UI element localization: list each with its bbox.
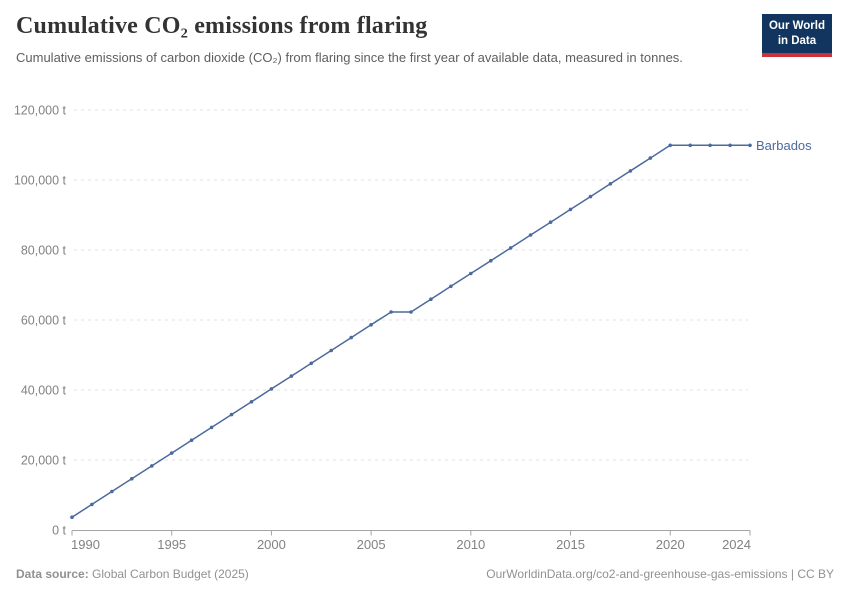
x-tick-label: 2005 bbox=[357, 537, 386, 552]
x-tick-label: 2000 bbox=[257, 537, 286, 552]
data-point[interactable] bbox=[588, 194, 593, 199]
data-source-text: Global Carbon Budget (2025) bbox=[88, 567, 249, 581]
data-point[interactable] bbox=[189, 438, 194, 443]
y-tick-label: 60,000 t bbox=[21, 314, 67, 328]
data-point[interactable] bbox=[409, 310, 413, 314]
attribution-link[interactable]: OurWorldinData.org/co2-and-greenhouse-ga… bbox=[486, 567, 834, 581]
data-line[interactable] bbox=[71, 144, 750, 518]
data-point[interactable] bbox=[90, 502, 94, 507]
data-point[interactable] bbox=[748, 143, 752, 148]
data-source: Data source: Global Carbon Budget (2025) bbox=[16, 567, 249, 581]
chart-subtitle: Cumulative emissions of carbon dioxide (… bbox=[16, 50, 683, 65]
y-tick-label: 100,000 t bbox=[14, 174, 67, 188]
data-point[interactable] bbox=[229, 412, 234, 417]
data-point[interactable] bbox=[130, 476, 134, 481]
data-source-label: Data source: bbox=[16, 567, 89, 581]
data-point[interactable] bbox=[608, 182, 613, 186]
data-point[interactable] bbox=[389, 310, 393, 314]
owid-logo[interactable]: Our World in Data bbox=[761, 14, 832, 57]
x-tick-label: 1990 bbox=[71, 537, 100, 552]
data-point[interactable] bbox=[548, 220, 553, 224]
data-point[interactable] bbox=[169, 451, 174, 455]
chart-title: Cumulative CO₂ emissions from flaring bbox=[16, 13, 428, 39]
data-point[interactable] bbox=[110, 489, 114, 494]
owid-logo-line2: in Data bbox=[777, 34, 817, 47]
data-point[interactable] bbox=[528, 233, 533, 237]
data-point[interactable] bbox=[628, 169, 633, 173]
x-tick-label: 1995 bbox=[157, 537, 186, 552]
data-point[interactable] bbox=[648, 156, 653, 160]
y-tick-label: 0 t bbox=[52, 524, 66, 538]
x-tick-label: 2015 bbox=[556, 537, 585, 552]
data-point[interactable] bbox=[429, 297, 433, 301]
data-point[interactable] bbox=[249, 400, 254, 404]
data-point[interactable] bbox=[70, 515, 74, 519]
data-point[interactable] bbox=[508, 246, 513, 250]
owid-logo-line1: Our World bbox=[768, 20, 825, 32]
data-point[interactable] bbox=[568, 207, 573, 212]
data-point[interactable] bbox=[309, 361, 314, 366]
x-tick-label: 2020 bbox=[656, 537, 685, 552]
data-point[interactable] bbox=[489, 258, 493, 263]
line-chart[interactable]: 0 t 20,000 t 40,000 t 60,000 t 80,000 t 100,0… bbox=[0, 98, 850, 560]
data-point[interactable] bbox=[668, 143, 672, 148]
data-point[interactable] bbox=[329, 348, 334, 353]
data-point[interactable] bbox=[688, 143, 692, 148]
data-point[interactable] bbox=[209, 425, 214, 430]
data-point[interactable] bbox=[349, 335, 354, 340]
x-tick-label: 2024 bbox=[722, 537, 751, 552]
series-end-label[interactable]: Barbados bbox=[756, 138, 812, 153]
data-point[interactable] bbox=[150, 464, 154, 468]
chart-footer: Data source: Global Carbon Budget (2025)… bbox=[16, 567, 834, 581]
data-point[interactable] bbox=[728, 143, 732, 148]
data-point[interactable] bbox=[708, 143, 712, 148]
y-tick-label: 20,000 t bbox=[21, 454, 67, 468]
y-tick-label: 120,000 t bbox=[14, 104, 67, 118]
data-point[interactable] bbox=[469, 271, 473, 276]
chart-header: Cumulative CO₂ emissions from flaring Cu… bbox=[0, 0, 850, 68]
y-tick-label: 40,000 t bbox=[21, 384, 67, 398]
data-point[interactable] bbox=[369, 323, 373, 327]
data-point[interactable] bbox=[269, 387, 274, 391]
data-point[interactable] bbox=[289, 374, 294, 378]
x-tick-label: 2010 bbox=[456, 537, 485, 552]
data-point[interactable] bbox=[449, 284, 453, 289]
y-tick-label: 80,000 t bbox=[21, 244, 67, 258]
